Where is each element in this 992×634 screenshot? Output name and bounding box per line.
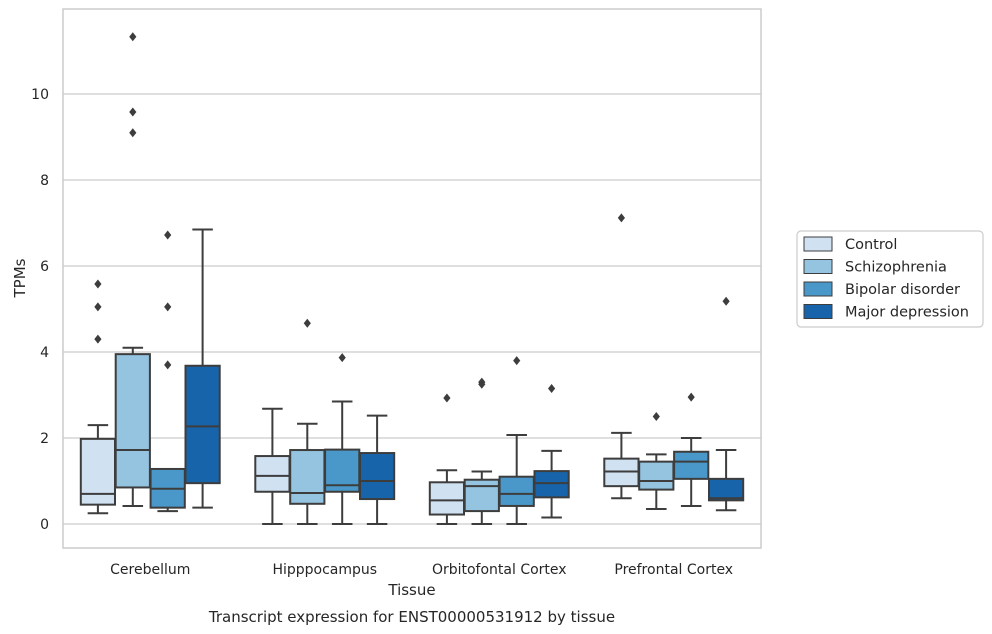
outlier-point: [129, 107, 137, 117]
box-0-3: [603, 213, 640, 500]
x-tick-label: Hipppocampus: [272, 562, 377, 578]
box-1-1: [289, 318, 326, 525]
box-body: [254, 455, 291, 493]
y-tick-label: 10: [31, 87, 49, 103]
box-1-2: [463, 377, 500, 525]
y-tick-label: 2: [40, 431, 49, 447]
box-2-1: [324, 353, 361, 525]
outlier-point: [164, 302, 172, 312]
outlier-point: [94, 279, 102, 289]
grid-lines: [63, 93, 761, 525]
x-axis-ticks: Cerebellum Hipppocampus Orbitofontal Corte…: [110, 562, 733, 578]
box-body: [638, 460, 675, 491]
box-3-0: [184, 228, 221, 509]
y-tick-label: 0: [40, 517, 49, 533]
x-tick-label: Prefrontal Cortex: [614, 562, 733, 578]
plot-frame: [62, 8, 762, 549]
outlier-point: [617, 213, 625, 223]
outlier-point: [513, 356, 521, 366]
y-tick-label: 4: [40, 345, 49, 361]
x-axis-label: Tissue: [387, 581, 435, 599]
box-body: [289, 449, 326, 505]
outlier-point: [94, 302, 102, 312]
y-axis-label: TPMs: [11, 258, 29, 298]
outlier-point: [687, 392, 695, 402]
box-body: [184, 364, 221, 485]
box-0-0: [79, 279, 117, 515]
x-tick-label: Cerebellum: [110, 562, 190, 578]
box-body: [533, 470, 570, 499]
outlier-point: [722, 296, 730, 306]
legend-label: Control: [845, 237, 897, 253]
outlier-point: [129, 32, 137, 42]
y-tick-label: 6: [40, 259, 49, 275]
legend-label: Major depression: [845, 305, 969, 321]
box-2-2: [498, 356, 535, 525]
box-3-2: [533, 384, 570, 519]
box-body: [114, 353, 151, 489]
legend-swatch: [803, 259, 833, 274]
outlier-point: [164, 230, 172, 240]
outlier-point: [338, 353, 346, 363]
outlier-point: [164, 360, 172, 370]
box-body: [498, 475, 535, 507]
box-body: [463, 478, 500, 513]
y-axis-ticks: 0 2 4 6 8 10: [31, 87, 49, 533]
legend-swatch: [803, 236, 833, 252]
box-0-1: [254, 407, 291, 525]
outlier-point: [652, 412, 660, 421]
box-body: [358, 452, 396, 501]
legend: Control Schizophrenia Bipolar disorder Majo…: [796, 230, 984, 328]
box-1-3: [638, 412, 675, 510]
box-2-0: [149, 230, 186, 513]
outlier-point: [129, 128, 137, 138]
legend-frame: [796, 230, 984, 328]
y-tick-label: 8: [40, 173, 49, 189]
chart-title: Transcript expression for ENST0000053191…: [208, 608, 615, 626]
legend-swatch: [803, 304, 833, 319]
legend-label: Schizophrenia: [845, 260, 947, 276]
outlier-point: [94, 334, 102, 344]
outlier-point: [443, 393, 451, 403]
box-body: [428, 481, 466, 516]
box-body: [673, 450, 710, 480]
box-2-3: [673, 392, 710, 507]
box-body: [707, 477, 745, 502]
x-tick-label: Orbitofontal Cortex: [432, 562, 567, 578]
box-1-0: [114, 32, 151, 507]
box-3-3: [707, 296, 745, 512]
box-series-group: [79, 32, 745, 525]
outlier-point: [303, 318, 311, 328]
legend-swatch: [803, 281, 833, 297]
outlier-point: [548, 384, 556, 394]
box-0-2: [428, 393, 466, 525]
box-3-1: [358, 414, 396, 525]
legend-label: Bipolar disorder: [845, 282, 960, 298]
outlier-point: [478, 377, 486, 387]
